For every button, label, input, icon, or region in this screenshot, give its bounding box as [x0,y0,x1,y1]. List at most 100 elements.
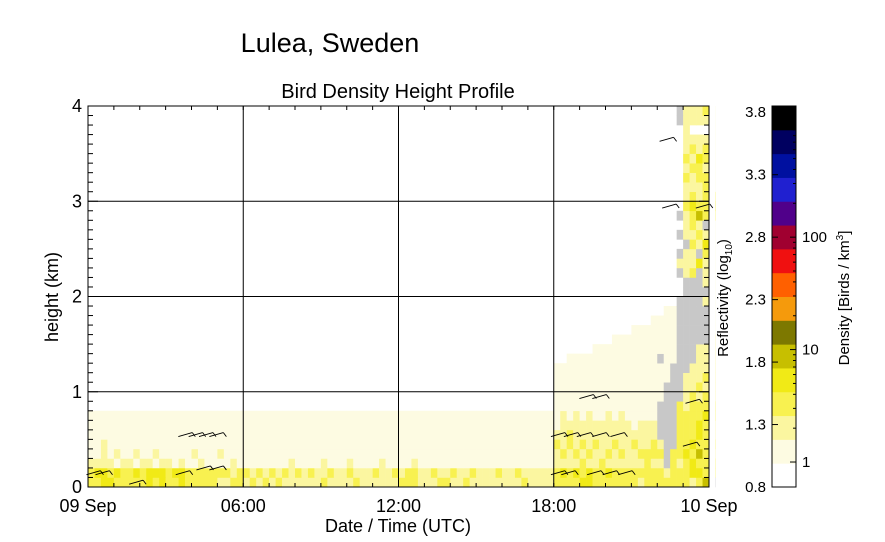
heatmap-cell [275,458,283,469]
heatmap-cell [152,467,160,478]
heatmap-cell [637,401,645,412]
heatmap-cell [333,439,341,450]
heatmap-cell [100,410,108,421]
heatmap-cell [650,372,658,383]
heatmap-cell [670,410,677,421]
heatmap-cell [579,439,587,450]
heatmap-cell [650,382,658,393]
heatmap-cell [670,458,677,469]
wind-barb [592,394,610,399]
heatmap-cell [398,477,406,488]
heatmap-cell [534,467,542,478]
heatmap-cell [456,429,464,440]
heatmap-cell [644,439,652,450]
heatmap-cell [592,372,600,383]
heatmap-cell [327,420,335,431]
heatmap-cell [320,477,328,488]
heatmap-cell [631,344,639,354]
colorbar-segment [772,201,796,226]
heatmap-cell [346,429,354,440]
heatmap-cell [146,439,153,450]
heatmap-cell [307,458,315,469]
heatmap-cell [599,477,606,488]
heatmap-cell [618,439,626,450]
heatmap-cell [624,363,632,373]
heatmap-cell [657,448,665,459]
heatmap-cell [204,410,212,421]
heatmap-cell [275,420,283,431]
heatmap-cell [683,182,690,193]
heatmap-cell [540,429,548,440]
heatmap-cell [631,391,639,402]
heatmap-cell [683,201,690,212]
heatmap-cell [223,448,231,459]
heatmap-cell [702,267,710,278]
heatmap-cell [437,439,445,450]
heatmap-cell [411,467,419,478]
heatmap-cell [618,448,626,459]
heatmap-cell [624,448,632,459]
heatmap-cell [644,448,652,459]
heatmap-cell [417,448,425,459]
heatmap-cell [702,325,710,335]
heatmap-cell [295,429,302,440]
heatmap-cell [404,439,412,450]
heatmap-cell [696,144,703,154]
heatmap-cell [696,458,703,469]
heatmap-cell [217,448,225,459]
heatmap-cell [269,439,276,450]
heatmap-cell [456,458,464,469]
heatmap-cell [197,448,205,459]
heatmap-cell [650,467,658,478]
heatmap-cell [611,410,619,421]
heatmap-cell [689,410,697,421]
heatmap-cell [573,363,580,373]
heatmap-cell [637,439,645,450]
heatmap-cell [579,467,587,478]
heatmap-cell [657,344,665,354]
heatmap-cell [411,477,419,488]
heatmap-cell [657,363,665,373]
heatmap-cell [560,448,567,459]
heatmap-cell [696,153,703,164]
heatmap-cell [482,410,490,421]
heatmap-cell [379,458,386,469]
heatmap-cell [683,220,690,231]
heatmap-cell [424,410,432,421]
heatmap-cell [120,467,128,478]
heatmap-cell [469,467,477,478]
heatmap-cell [702,429,710,440]
heatmap-cell [172,448,179,459]
heatmap-cell [689,229,697,240]
heatmap-cell [605,401,613,412]
heatmap-cell [702,144,710,154]
heatmap-cell [657,382,665,393]
heatmap-cell [327,467,335,478]
heatmap-cell [670,306,677,316]
heatmap-cell [217,439,225,450]
heatmap-cell [249,477,257,488]
heatmap-cell [217,467,225,478]
heatmap-cell [566,439,574,450]
heatmap-cell [476,439,483,450]
heatmap-cell [282,458,289,469]
heatmap-cell [547,439,555,450]
heatmap-cell [404,429,412,440]
heatmap-cell [476,448,483,459]
heatmap-cell [256,458,263,469]
heatmap-cell [230,467,238,478]
wind-barb [685,398,703,404]
heatmap-cell [689,372,697,383]
heatmap-cell [663,353,671,364]
heatmap-cell [243,410,251,421]
heatmap-cell [547,458,555,469]
heatmap-cell [385,477,393,488]
heatmap-cell [217,477,225,488]
heatmap-cell [618,344,626,354]
heatmap-cell [631,325,639,335]
heatmap-cell [560,401,567,412]
heatmap-cell [702,106,710,116]
heatmap-cell [573,458,580,469]
heatmap-cell [359,477,367,488]
heatmap-cell [637,429,645,440]
